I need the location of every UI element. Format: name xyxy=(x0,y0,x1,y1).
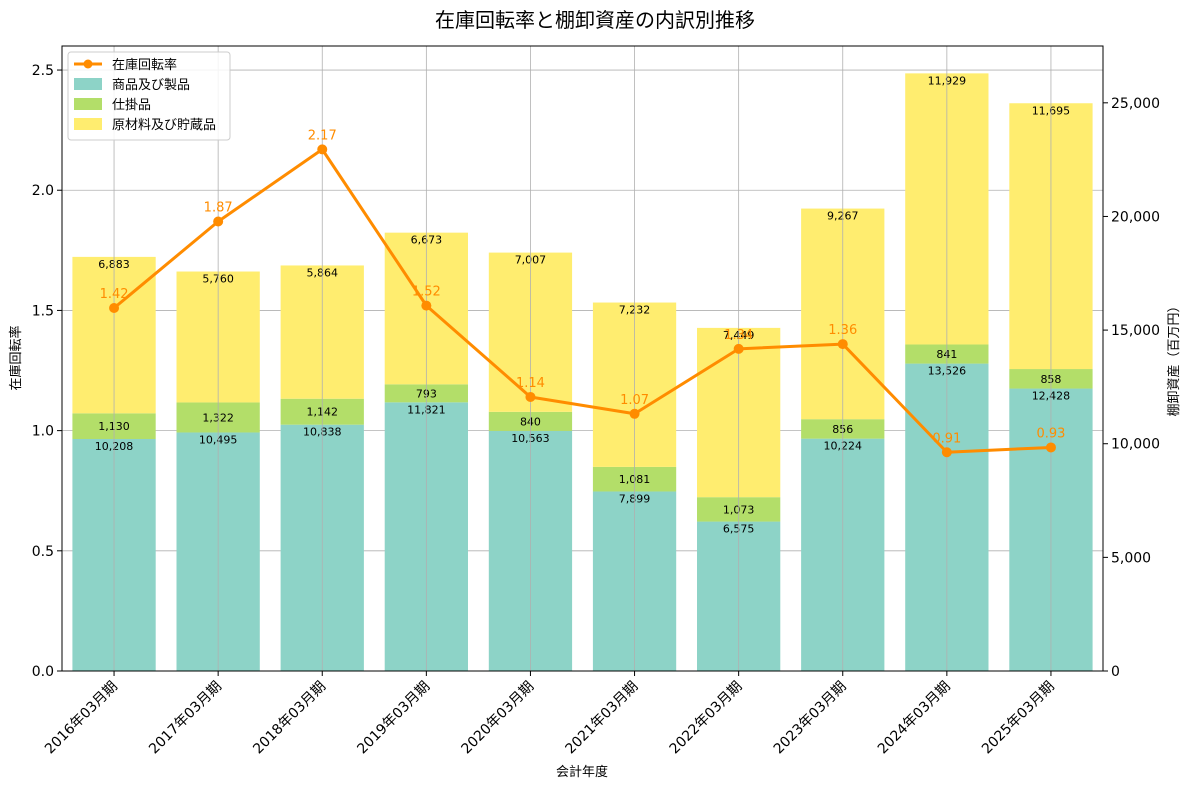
turnover-point xyxy=(317,144,328,155)
left-tick-label: 0.0 xyxy=(32,664,54,680)
x-tick-label: 2018年03月期 xyxy=(250,679,329,758)
right-tick-label: 0 xyxy=(1111,664,1120,680)
legend-label: 原材料及び貯蔵品 xyxy=(112,118,216,133)
plot-frame xyxy=(61,45,1104,672)
left-tick-label: 0.5 xyxy=(32,544,54,560)
left-tick-label: 2.5 xyxy=(32,63,54,79)
x-tick-label: 2022年03月期 xyxy=(667,679,746,758)
turnover-point xyxy=(525,391,536,402)
turnover-value-label: 1.07 xyxy=(620,393,649,408)
turnover-value-label: 0.93 xyxy=(1036,426,1065,441)
x-tick-label: 2020年03月期 xyxy=(458,679,537,758)
turnover-value-label: 2.17 xyxy=(308,128,337,143)
turnover-point xyxy=(109,303,120,314)
left-tick-label: 2.0 xyxy=(32,183,54,199)
legend-label: 仕掛品 xyxy=(112,98,151,113)
axes xyxy=(57,45,1108,676)
x-tick-label: 2023年03月期 xyxy=(771,679,850,758)
y-axis-label-right: 棚卸資産（百万円） xyxy=(1166,299,1182,416)
right-tick-label: 5,000 xyxy=(1111,550,1151,566)
right-tick-label: 10,000 xyxy=(1111,437,1160,453)
turnover-point xyxy=(421,300,432,311)
x-tick-label: 2024年03月期 xyxy=(875,679,954,758)
turnover-value-label: 1.42 xyxy=(100,287,129,302)
legend-label: 商品及び製品 xyxy=(112,78,190,93)
turnover-point xyxy=(629,408,640,419)
legend-bar-swatch xyxy=(74,98,102,110)
turnover-point xyxy=(1045,442,1056,453)
y-axis-label-left: 在庫回転率 xyxy=(8,325,24,390)
bar-value-labels: 10,2081,1306,88310,4951,3225,76010,8381,… xyxy=(95,46,1070,671)
turnover-point xyxy=(213,216,224,227)
left-tick-label: 1.5 xyxy=(32,303,54,319)
right-tick-label: 20,000 xyxy=(1111,209,1160,225)
chart-title: 在庫回転率と棚卸資産の内訳別推移 xyxy=(435,8,755,32)
turnover-value-label: 1.34 xyxy=(724,328,753,343)
turnover-line: 1.42 1.87 2.17 1.52 1.14 1.07 1.34 1.36 0.91 0.93 xyxy=(100,128,1065,458)
turnover-line-path xyxy=(113,147,1052,454)
legend-bar-swatch xyxy=(74,78,102,90)
right-tick-label: 25,000 xyxy=(1111,96,1160,112)
x-tick-label: 2025年03月期 xyxy=(979,679,1058,758)
turnover-value-label: 0.91 xyxy=(932,431,961,446)
legend-line-marker xyxy=(83,59,93,69)
x-tick-label: 2021年03月期 xyxy=(563,679,642,758)
x-tick-label: 2019年03月期 xyxy=(354,679,433,758)
turnover-point xyxy=(733,343,744,354)
turnover-point xyxy=(837,339,848,350)
turnover-point xyxy=(941,447,952,458)
legend-label: 在庫回転率 xyxy=(112,57,177,73)
turnover-value-label: 1.52 xyxy=(412,285,441,300)
turnover-value-label: 1.36 xyxy=(828,323,857,338)
legend-bar-swatch xyxy=(74,118,102,130)
x-axis-label: 会計年度 xyxy=(556,764,608,780)
legend-box xyxy=(67,51,231,141)
right-tick-label: 15,000 xyxy=(1111,323,1160,339)
left-tick-label: 1.0 xyxy=(32,424,54,440)
x-tick-label: 2016年03月期 xyxy=(42,679,121,758)
turnover-value-label: 1.14 xyxy=(516,376,545,391)
turnover-value-label: 1.87 xyxy=(204,200,233,215)
x-tick-label: 2017年03月期 xyxy=(146,679,225,758)
